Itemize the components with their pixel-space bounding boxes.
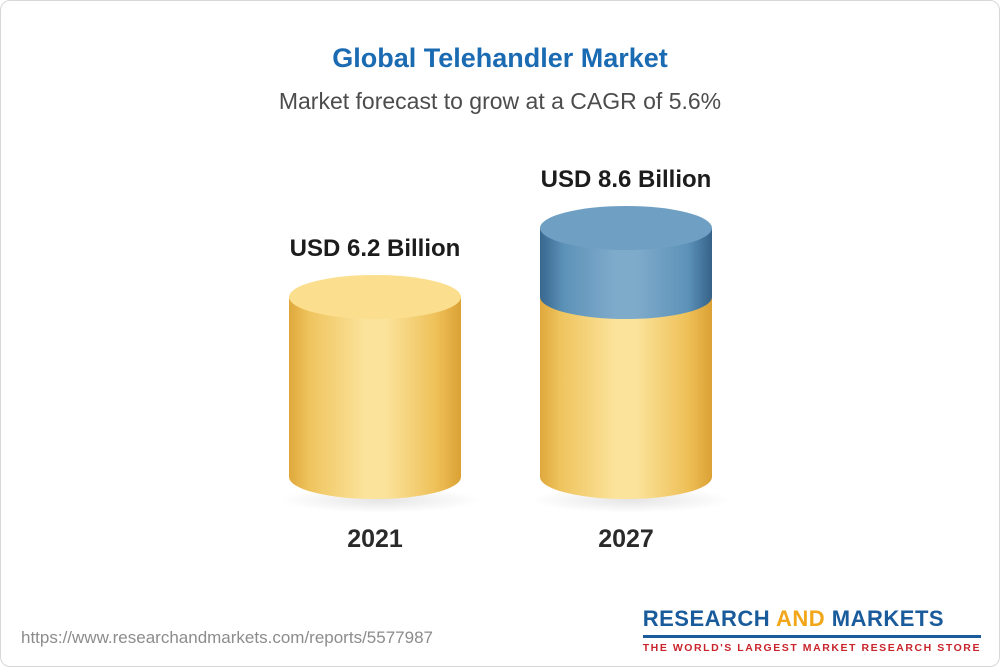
cylinder-segment-gold	[289, 297, 461, 499]
bar-2021: USD 6.2 Billion 2021	[278, 235, 482, 554]
bar-2027: USD 8.6 Billion 2027	[529, 165, 733, 554]
cylinder-top-ellipse	[540, 205, 712, 250]
logo-underline	[642, 635, 981, 638]
logo-tagline: THE WORLD'S LARGEST MARKET RESEARCH STOR…	[642, 642, 981, 654]
logo-word-and: AND	[775, 606, 826, 631]
year-label-2021: 2021	[347, 525, 403, 553]
value-label-2021: USD 6.2 Billion	[289, 235, 461, 263]
cylinder-segment-gold	[540, 297, 712, 499]
year-label-2027: 2027	[598, 525, 654, 553]
source-url: https://www.researchandmarkets.com/repor…	[21, 628, 433, 647]
research-and-markets-logo: RESEARCH AND MARKETS THE WORLD'S LARGEST…	[642, 606, 981, 654]
logo-word-markets: MARKETS	[831, 606, 945, 631]
value-label-2027: USD 8.6 Billion	[540, 165, 712, 193]
logo-wordmark: RESEARCH AND MARKETS	[643, 606, 981, 632]
cylinder-2027	[529, 205, 733, 513]
logo-word-research: RESEARCH	[642, 606, 771, 631]
cylinder-2021	[278, 275, 482, 513]
cylinder-top-ellipse	[289, 275, 461, 320]
chart-subtitle: Market forecast to grow at a CAGR of 5.6…	[278, 88, 722, 114]
chart-title: Global Telehandler Market	[332, 43, 668, 73]
